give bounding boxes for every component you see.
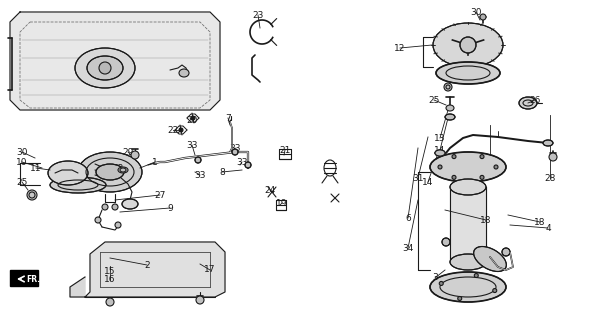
- Ellipse shape: [450, 254, 486, 270]
- Ellipse shape: [435, 150, 445, 156]
- Ellipse shape: [50, 177, 106, 193]
- Text: 9: 9: [167, 204, 173, 212]
- Circle shape: [95, 217, 101, 223]
- Text: 21: 21: [279, 146, 291, 155]
- Ellipse shape: [473, 246, 507, 271]
- Ellipse shape: [179, 69, 189, 77]
- Ellipse shape: [118, 167, 128, 173]
- Ellipse shape: [435, 150, 445, 156]
- Text: 32: 32: [112, 164, 124, 172]
- Ellipse shape: [75, 48, 135, 88]
- Circle shape: [460, 37, 476, 53]
- Circle shape: [106, 298, 114, 306]
- Circle shape: [480, 175, 484, 180]
- Text: 33: 33: [229, 143, 241, 153]
- Text: 7: 7: [225, 114, 231, 123]
- Text: 4: 4: [545, 223, 551, 233]
- Text: 14: 14: [422, 178, 434, 187]
- Text: 33: 33: [236, 157, 248, 166]
- Ellipse shape: [78, 152, 142, 192]
- Ellipse shape: [87, 56, 123, 80]
- Ellipse shape: [48, 161, 88, 185]
- Circle shape: [475, 274, 478, 277]
- Circle shape: [99, 62, 111, 74]
- Ellipse shape: [96, 164, 124, 180]
- Text: 27: 27: [154, 190, 166, 199]
- Text: 5: 5: [487, 157, 493, 166]
- Text: 13: 13: [434, 133, 446, 142]
- Text: 33: 33: [186, 140, 198, 149]
- Ellipse shape: [445, 114, 455, 120]
- Circle shape: [27, 190, 37, 200]
- Text: 20: 20: [186, 116, 198, 124]
- Text: 3: 3: [432, 274, 438, 283]
- Text: 14: 14: [434, 146, 446, 155]
- Text: 11: 11: [30, 164, 42, 172]
- Circle shape: [195, 157, 201, 163]
- Ellipse shape: [122, 199, 138, 209]
- Text: 30: 30: [16, 148, 28, 156]
- Text: 25: 25: [428, 95, 440, 105]
- Circle shape: [480, 155, 484, 159]
- Text: 33: 33: [194, 171, 206, 180]
- Text: 1: 1: [152, 157, 158, 166]
- Circle shape: [245, 162, 251, 168]
- Circle shape: [494, 165, 498, 169]
- Circle shape: [452, 155, 456, 159]
- Text: 26: 26: [529, 95, 541, 105]
- Text: 17: 17: [204, 266, 216, 275]
- Text: 16: 16: [104, 276, 116, 284]
- Circle shape: [232, 149, 238, 155]
- Polygon shape: [70, 277, 85, 297]
- Polygon shape: [450, 187, 486, 262]
- Text: 28: 28: [545, 173, 556, 182]
- Circle shape: [179, 128, 183, 132]
- Circle shape: [115, 222, 121, 228]
- Ellipse shape: [436, 62, 500, 84]
- Circle shape: [480, 14, 486, 20]
- Circle shape: [442, 238, 450, 246]
- Ellipse shape: [433, 23, 503, 67]
- Text: 18: 18: [534, 218, 546, 227]
- Text: 19: 19: [276, 198, 288, 207]
- Text: 18: 18: [480, 215, 492, 225]
- Circle shape: [549, 153, 557, 161]
- Circle shape: [458, 296, 462, 300]
- Text: 30: 30: [470, 7, 482, 17]
- Polygon shape: [85, 242, 225, 297]
- Text: 12: 12: [394, 44, 406, 52]
- Ellipse shape: [446, 105, 454, 111]
- Text: 10: 10: [16, 157, 28, 166]
- Circle shape: [439, 282, 443, 285]
- Ellipse shape: [430, 272, 506, 302]
- Circle shape: [131, 151, 139, 159]
- Circle shape: [196, 296, 204, 304]
- Text: 2: 2: [144, 260, 150, 269]
- Polygon shape: [10, 270, 38, 286]
- Ellipse shape: [450, 179, 486, 195]
- Text: 22: 22: [168, 125, 178, 134]
- Text: 29: 29: [122, 148, 134, 156]
- Circle shape: [438, 165, 442, 169]
- Circle shape: [493, 289, 497, 292]
- Ellipse shape: [543, 140, 553, 146]
- Ellipse shape: [430, 152, 506, 182]
- Text: 24: 24: [264, 186, 276, 195]
- Polygon shape: [10, 12, 220, 110]
- Text: FR.: FR.: [26, 275, 40, 284]
- Text: 31: 31: [412, 173, 424, 182]
- Text: 8: 8: [219, 167, 225, 177]
- Text: 6: 6: [405, 213, 411, 222]
- Text: 25: 25: [16, 178, 28, 187]
- Circle shape: [452, 175, 456, 180]
- Ellipse shape: [102, 204, 108, 210]
- Text: 15: 15: [104, 268, 116, 276]
- Circle shape: [502, 248, 510, 256]
- Circle shape: [444, 83, 452, 91]
- Ellipse shape: [112, 204, 118, 210]
- Ellipse shape: [519, 97, 537, 109]
- Text: 23: 23: [252, 11, 264, 20]
- Text: 34: 34: [402, 244, 414, 252]
- Circle shape: [191, 116, 195, 120]
